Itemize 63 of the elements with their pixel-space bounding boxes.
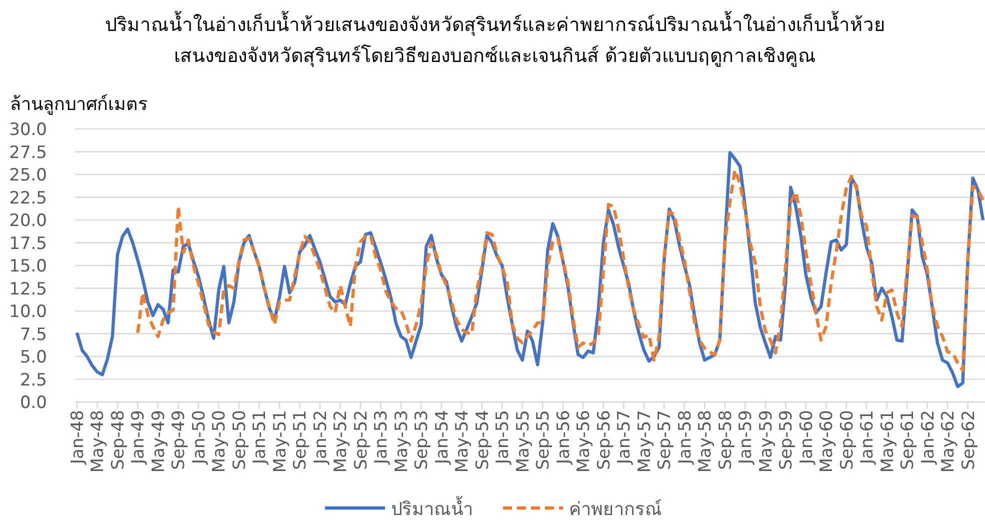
x-tick-label: May-59 (756, 410, 776, 473)
x-tick-label: Jan-50 (189, 410, 210, 465)
y-tick-label: 10.0 (9, 302, 47, 322)
y-tick-label: 22.5 (9, 188, 47, 208)
x-tick-label: Jan-59 (736, 410, 756, 465)
x-tick-label: May-52 (331, 410, 352, 473)
x-tick-label: Jan-48 (68, 410, 88, 465)
x-tick-label: May-51 (270, 410, 290, 473)
x-tick-label: May-57 (634, 410, 655, 473)
x-tick-label: Jan-62 (918, 410, 938, 465)
x-tick-label: May-49 (148, 410, 169, 473)
x-tick-label: Jan-55 (493, 410, 514, 465)
x-tick-label: Jan-54 (432, 410, 452, 465)
x-tick-label: May-55 (513, 410, 534, 473)
y-tick-label: 20.0 (9, 211, 47, 231)
x-tick-label: May-60 (817, 410, 838, 473)
x-tick-label: Jan-53 (372, 410, 392, 465)
x-tick-label: Sep-57 (655, 410, 676, 470)
x-tick-label: Sep-61 (898, 410, 918, 470)
y-tick-label: 7.5 (20, 324, 47, 345)
y-tick-label: 25.0 (9, 166, 47, 186)
line-series (136, 168, 985, 372)
x-tick-label: May-56 (574, 410, 594, 473)
x-tick-label: Sep-58 (716, 410, 736, 470)
x-tick-label: Sep-54 (472, 410, 493, 470)
y-tick-label: 2.5 (20, 370, 47, 390)
x-tick-label: Sep-60 (837, 410, 858, 470)
x-tick-label: Sep-49 (169, 410, 190, 470)
y-tick-label: 5.0 (20, 348, 47, 368)
x-tick-label: May-53 (392, 410, 412, 473)
x-tick-label: May-61 (878, 410, 898, 473)
x-tick-label: May-62 (938, 410, 959, 473)
legend-label: ปริมาณน้ำ (391, 496, 473, 520)
y-tick-label: 15.0 (9, 256, 47, 276)
legend-label: ค่าพยากรณ์ (569, 499, 662, 520)
y-tick-label: 17.5 (9, 234, 47, 254)
x-tick-label: Sep-53 (412, 410, 432, 470)
y-axis-title: ล้านลูกบาศก์เมตร (10, 94, 148, 115)
x-tick-label: Sep-51 (290, 410, 311, 470)
x-tick-label: May-54 (452, 410, 473, 473)
x-tick-label: Sep-56 (594, 410, 614, 470)
x-tick-label: Jan-51 (250, 410, 270, 465)
x-tick-label: May-58 (696, 410, 716, 473)
x-tick-label: Sep-55 (534, 410, 554, 470)
chart-title: ปริมาณน้ำในอ่างเก็บน้ำห้วยเสนงของจังหวัดสุรินทร์และค่าพยากรณ์ปริมาณน้ำในอ่างเก็บน้ำห้วยเสนงของจังหวัดสุรินทร์โดยวิธีของบอกซ์และเจนกินส์ ด้วยตัวแบบฤดูกาลเชิงคูณ (104, 10, 886, 69)
y-tick-label: 12.5 (9, 279, 47, 300)
x-tick-label: Jan-52 (310, 410, 331, 465)
x-tick-label: May-50 (210, 410, 230, 473)
x-tick-label: Sep-62 (958, 410, 979, 470)
x-tick-label: Sep-52 (351, 410, 372, 470)
x-tick-label: Sep-59 (776, 410, 797, 470)
y-tick-label: 27.5 (9, 142, 47, 163)
x-tick-label: Sep-48 (108, 410, 128, 470)
x-tick-label: Sep-50 (230, 410, 250, 470)
x-tick-label: Jan-58 (675, 410, 696, 465)
x-tick-label: Jan-56 (554, 410, 574, 465)
x-tick-label: Jan-49 (128, 410, 149, 465)
y-tick-label: 0.0 (20, 393, 47, 413)
x-tick-label: Jan-60 (796, 410, 817, 465)
y-tick-label: 30.0 (9, 120, 47, 140)
x-tick-label: Jan-61 (858, 410, 878, 465)
x-tick-label: May-48 (88, 410, 108, 473)
x-tick-label: Jan-57 (614, 410, 635, 465)
